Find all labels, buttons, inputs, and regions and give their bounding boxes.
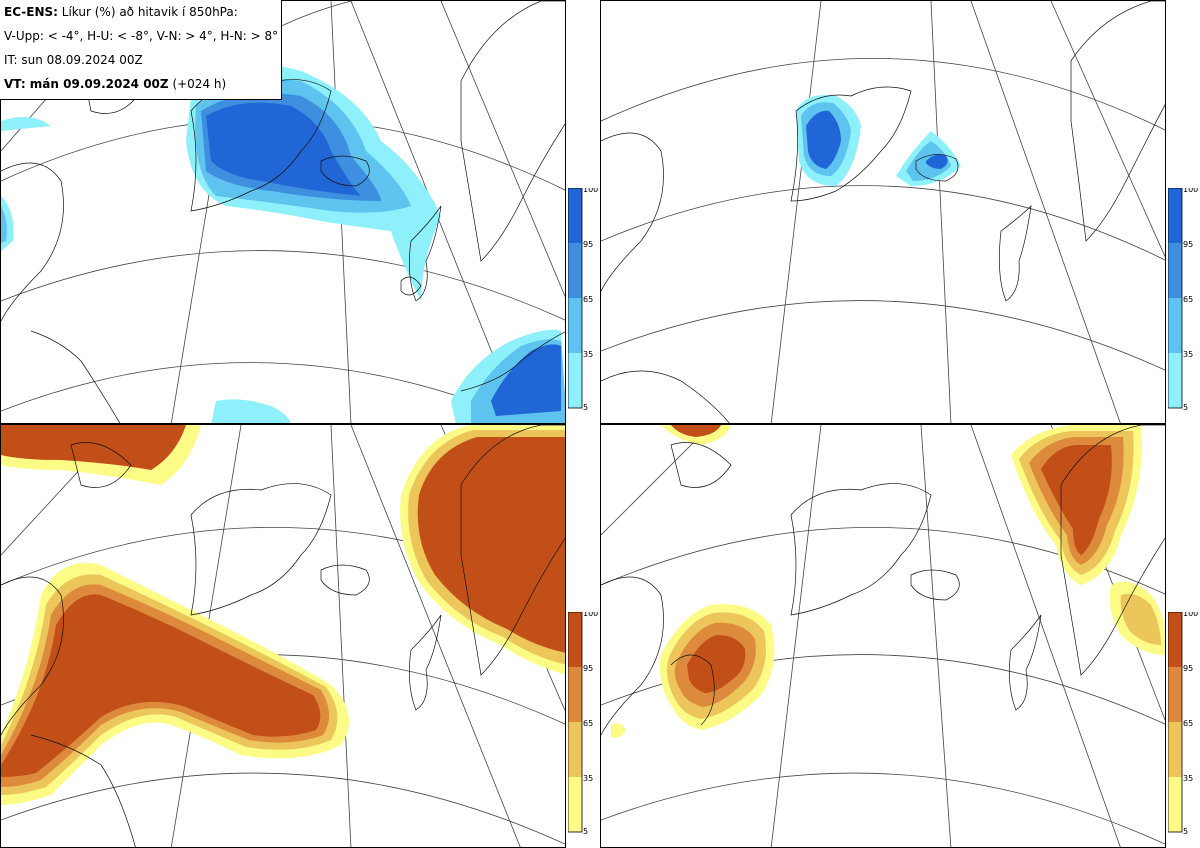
colorbar-bin — [568, 777, 582, 832]
colorbar-bin — [1168, 722, 1182, 777]
map-panel-v-n — [0, 424, 566, 848]
colorbar-tick-label: 100 — [583, 612, 598, 618]
map-legend: EC-ENS: Líkur (%) að hitavik í 850hPa: V… — [0, 0, 282, 100]
colorbar-tick-label: 100 — [1183, 612, 1198, 618]
colorbar-tick-label: 95 — [1183, 664, 1193, 673]
colorbar-bin — [1168, 667, 1182, 722]
probability-field — [796, 95, 961, 186]
coastlines — [1, 1, 565, 423]
colorbar-warm-right: 100 95 65 35 5 — [1168, 612, 1200, 836]
colorbar-warm-left: 100 95 65 35 5 — [568, 612, 602, 836]
colorbar-tick-label: 100 — [1183, 188, 1198, 194]
probability-field — [1, 64, 565, 423]
colorbar-bin — [568, 243, 582, 298]
probability-field — [1, 425, 565, 805]
map-panel-h-n — [600, 424, 1166, 848]
map-canvas — [1, 425, 565, 847]
probability-field — [611, 425, 1165, 738]
graticule — [601, 1, 1165, 423]
colorbar-tick-label: 5 — [1183, 827, 1188, 836]
colorbar-bin — [1168, 612, 1182, 667]
coastlines — [601, 425, 1165, 736]
colorbar-tick-label: 35 — [583, 350, 593, 359]
colorbar-tick-label: 95 — [1183, 240, 1193, 249]
colorbar-tick-label: 5 — [583, 403, 588, 412]
colorbar-bin — [1168, 298, 1182, 353]
colorbar-bin — [568, 722, 582, 777]
colorbar-tick-label: 65 — [583, 719, 593, 728]
colorbar-tick-label: 35 — [583, 774, 593, 783]
coastlines — [1, 425, 565, 847]
legend-title: Líkur (%) að hitavik í 850hPa: — [61, 5, 238, 19]
colorbar-bin — [1168, 353, 1182, 408]
colorbar-tick-label: 65 — [1183, 295, 1193, 304]
colorbar-cold-left: 100 95 65 35 5 — [568, 188, 602, 412]
colorbar-tick-label: 5 — [1183, 403, 1188, 412]
map-panel-h-u — [600, 0, 1166, 424]
colorbar-bin — [568, 667, 582, 722]
legend-thresholds: V-Upp: < -4°, H-U: < -8°, V-N: > 4°, H-N… — [4, 29, 279, 43]
colorbar-tick-label: 35 — [1183, 774, 1193, 783]
colorbar-tick-label: 95 — [583, 664, 593, 673]
colorbar-bin — [568, 612, 582, 667]
colorbar-tick-label: 95 — [583, 240, 593, 249]
colorbar-tick-label: 65 — [583, 295, 593, 304]
map-panel-v-upp — [0, 0, 566, 424]
model-label: EC-ENS: — [4, 5, 58, 19]
legend-valid-line: VT: mán 09.09.2024 00Z (+024 h) — [4, 76, 281, 100]
legend-valid-offset: (+024 h) — [172, 77, 227, 91]
colorbar-bin — [568, 353, 582, 408]
colorbar-bin — [568, 188, 582, 243]
legend-valid-time: VT: mán 09.09.2024 00Z — [4, 77, 169, 91]
map-canvas — [601, 1, 1165, 423]
legend-initial-time: IT: sun 08.09.2024 00Z — [4, 53, 143, 67]
map-canvas — [601, 425, 1165, 847]
colorbar-tick-label: 100 — [583, 188, 598, 194]
colorbar-bin — [1168, 243, 1182, 298]
colorbar-bin — [1168, 777, 1182, 832]
colorbar-tick-label: 35 — [1183, 350, 1193, 359]
coastlines — [601, 1, 1165, 423]
colorbar-tick-label: 5 — [583, 827, 588, 836]
colorbar-cold-right: 100 95 65 35 5 — [1168, 188, 1200, 412]
legend-title-line: EC-ENS: Líkur (%) að hitavik í 850hPa: — [4, 4, 281, 28]
colorbar-tick-label: 65 — [1183, 719, 1193, 728]
colorbar-bin — [1168, 188, 1182, 243]
colorbar-bin — [568, 298, 582, 353]
